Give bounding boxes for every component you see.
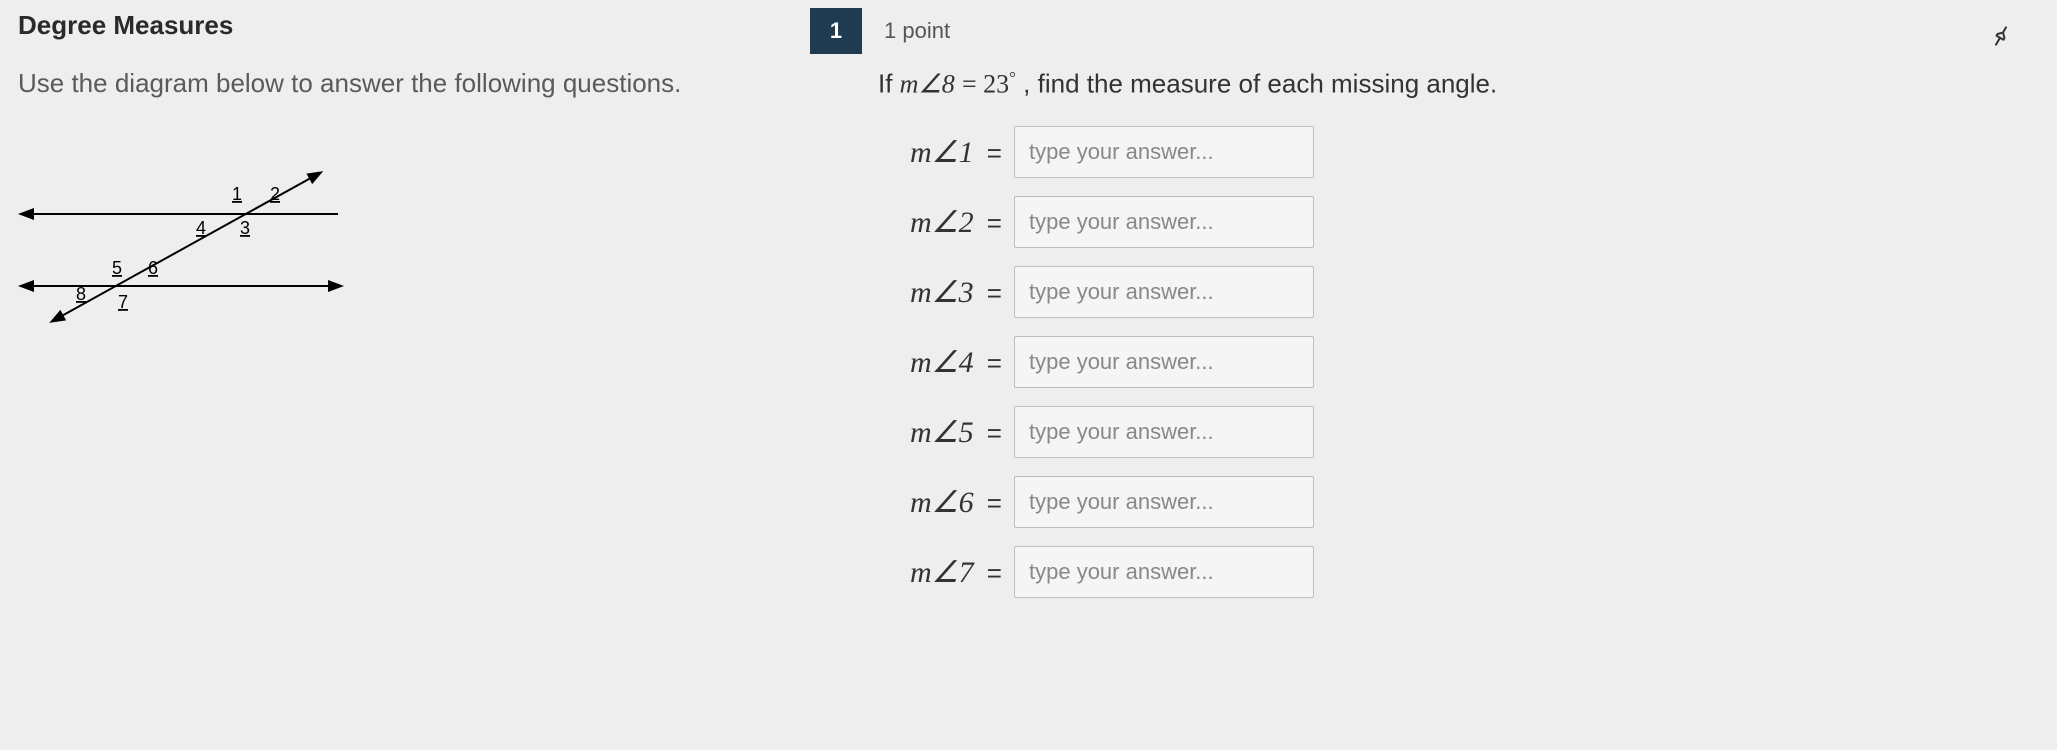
question-points: 1 point	[884, 18, 950, 44]
prompt-prefix: If	[878, 69, 900, 99]
svg-text:3: 3	[240, 218, 250, 238]
angle-diagram: 12345678	[18, 150, 358, 335]
answer-row: m∠1 =	[894, 126, 1314, 178]
answer-input-angle-3[interactable]	[1014, 266, 1314, 318]
answer-input-angle-2[interactable]	[1014, 196, 1314, 248]
answer-label: m∠2 =	[894, 205, 1002, 240]
answer-label: m∠5 =	[894, 415, 1002, 450]
page-title: Degree Measures	[18, 10, 233, 41]
answer-row: m∠3 =	[894, 266, 1314, 318]
answer-row: m∠5 =	[894, 406, 1314, 458]
answer-row: m∠4 =	[894, 336, 1314, 388]
answer-input-angle-1[interactable]	[1014, 126, 1314, 178]
svg-text:8: 8	[76, 284, 86, 304]
page-instructions: Use the diagram below to answer the foll…	[18, 68, 681, 99]
prompt-suffix: , find the measure of each missing angle…	[1023, 69, 1497, 99]
question-number-badge: 1	[810, 8, 862, 54]
pin-icon[interactable]	[1989, 24, 2013, 53]
answer-label: m∠1 =	[894, 135, 1002, 170]
answer-input-angle-6[interactable]	[1014, 476, 1314, 528]
prompt-given-deg: °	[1009, 68, 1016, 87]
answer-label: m∠7 =	[894, 555, 1002, 590]
answer-label: m∠6 =	[894, 485, 1002, 520]
svg-text:6: 6	[148, 258, 158, 278]
prompt-given-var: m∠8	[900, 70, 955, 99]
answer-label: m∠3 =	[894, 275, 1002, 310]
svg-text:7: 7	[118, 292, 128, 312]
answer-input-angle-7[interactable]	[1014, 546, 1314, 598]
answer-row: m∠2 =	[894, 196, 1314, 248]
answer-row: m∠6 =	[894, 476, 1314, 528]
svg-text:5: 5	[112, 258, 122, 278]
answers-list: m∠1 = m∠2 = m∠3 = m∠4 = m∠5 = m∠6 = m∠7 =	[894, 126, 1314, 598]
answer-label: m∠4 =	[894, 345, 1002, 380]
prompt-given-val: 23	[983, 70, 1009, 99]
svg-text:1: 1	[232, 184, 242, 204]
svg-text:2: 2	[270, 184, 280, 204]
answer-row: m∠7 =	[894, 546, 1314, 598]
svg-text:4: 4	[196, 218, 206, 238]
question-header: 1 1 point	[810, 8, 950, 54]
answer-input-angle-5[interactable]	[1014, 406, 1314, 458]
prompt-given-eq: =	[962, 70, 983, 99]
question-prompt: If m∠8 = 23° , find the measure of each …	[878, 68, 1497, 100]
answer-input-angle-4[interactable]	[1014, 336, 1314, 388]
